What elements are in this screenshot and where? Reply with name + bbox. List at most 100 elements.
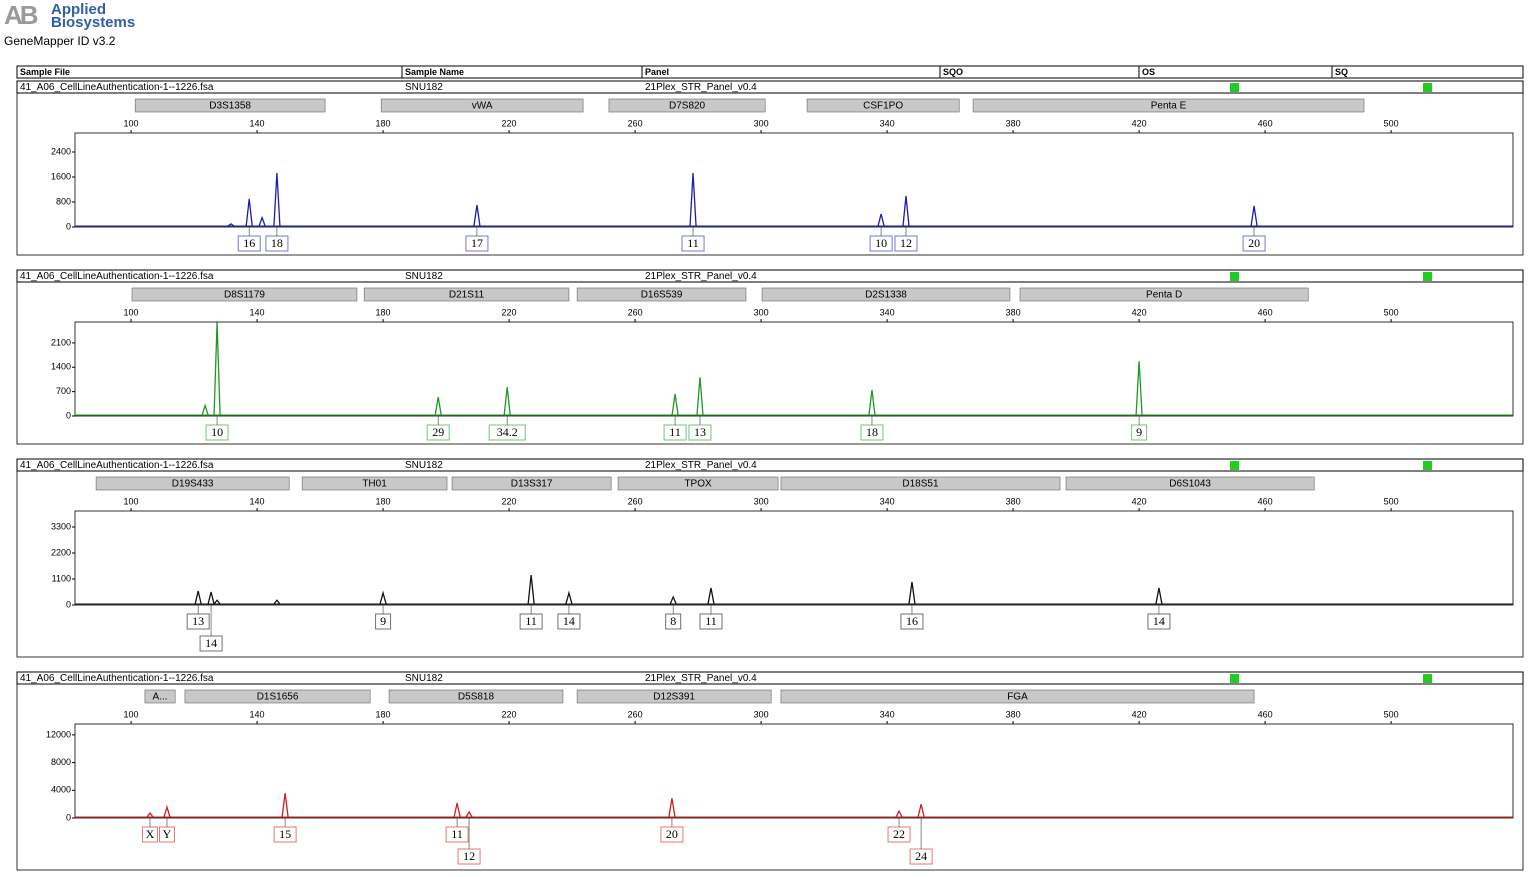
sample-cell: 41_A06_CellLineAuthentication-1--1226.fs…: [20, 460, 214, 471]
x-tick-label: 500: [1384, 709, 1399, 719]
allele-label: 11: [705, 614, 717, 628]
allele-label: 29: [432, 425, 444, 439]
y-tick-label: 2200: [51, 547, 71, 557]
peak: [1250, 205, 1258, 227]
status-flag: [1423, 83, 1432, 92]
peak: [273, 599, 281, 605]
sample-cell: SNU182: [405, 82, 443, 93]
plot-area: [74, 510, 1514, 606]
x-tick-label: 460: [1258, 307, 1273, 317]
marker-bin: [380, 98, 584, 113]
marker-bin: [131, 287, 358, 302]
x-tick-label: 380: [1006, 307, 1021, 317]
allele-label: 14: [205, 636, 217, 650]
allele-label: 15: [279, 827, 291, 841]
x-tick-label: 500: [1384, 496, 1399, 506]
sample-row: [16, 80, 1524, 94]
x-tick-label: 420: [1132, 496, 1147, 506]
x-tick-label: 180: [376, 496, 391, 506]
allele-box: [900, 613, 924, 630]
x-tick-label: 460: [1258, 709, 1273, 719]
marker-name: CSF1PO: [863, 101, 903, 112]
allele-box: [887, 826, 911, 843]
column-title: Panel: [645, 67, 669, 77]
status-flag: [1230, 83, 1239, 92]
peak: [895, 809, 903, 818]
sample-cell: 21Plex_STR_Panel_v0.4: [645, 82, 757, 93]
peak: [669, 595, 677, 605]
allele-box: [158, 826, 175, 843]
y-tick-label: 0: [66, 599, 71, 609]
x-tick-label: 460: [1258, 118, 1273, 128]
marker-bin: [301, 476, 448, 491]
allele-box: [660, 826, 684, 843]
marker-bin: [1065, 476, 1315, 491]
marker-bin: [184, 689, 371, 704]
allele-box: [894, 235, 918, 252]
allele-label: 34.2: [497, 425, 518, 439]
column-header: [16, 65, 1524, 79]
allele-label: 14: [563, 614, 575, 628]
marker-bin: [617, 476, 779, 491]
y-tick-label: 8000: [51, 757, 71, 767]
peak: [868, 390, 876, 416]
peak: [258, 215, 266, 227]
allele-box: [519, 613, 543, 630]
column-title: Sample File: [20, 67, 70, 77]
x-tick-label: 460: [1258, 496, 1273, 506]
plot-area: [74, 723, 1514, 819]
allele-label: 17: [471, 236, 483, 250]
x-tick-label: 340: [880, 307, 895, 317]
x-tick-label: 100: [124, 496, 139, 506]
allele-label: 10: [875, 236, 887, 250]
allele-box: [488, 424, 526, 441]
sample-cell: 21Plex_STR_Panel_v0.4: [645, 271, 757, 282]
peak: [163, 804, 171, 818]
allele-label: 12: [900, 236, 912, 250]
allele-box: [688, 424, 712, 441]
marker-bin: [608, 98, 766, 113]
sample-row: [16, 671, 1524, 685]
peak: [668, 798, 676, 818]
x-tick-label: 140: [250, 709, 265, 719]
peak: [908, 581, 916, 605]
allele-label: 11: [687, 236, 699, 250]
marker-name: Penta D: [1146, 290, 1182, 301]
x-tick-label: 100: [124, 118, 139, 128]
peak: [213, 599, 221, 605]
allele-label: Y: [163, 827, 172, 841]
marker-name: FGA: [1007, 692, 1028, 703]
allele-label: 8: [670, 614, 676, 628]
y-tick-label: 1600: [51, 171, 71, 181]
column-title: SQO: [943, 67, 963, 77]
column-title: Sample Name: [405, 67, 464, 77]
x-tick-label: 300: [754, 496, 769, 506]
allele-label: 11: [525, 614, 537, 628]
sample-cell: SNU182: [405, 271, 443, 282]
sample-row: [16, 269, 1524, 283]
marker-name: D21S11: [449, 290, 485, 301]
x-tick-label: 380: [1006, 709, 1021, 719]
allele-box: [909, 848, 933, 865]
sample-cell: 21Plex_STR_Panel_v0.4: [645, 673, 757, 684]
allele-box: [665, 613, 682, 630]
marker-name: D3S1358: [209, 101, 251, 112]
peak: [696, 377, 704, 416]
allele-label: 9: [380, 614, 386, 628]
allele-label: 10: [211, 425, 223, 439]
peak: [503, 387, 511, 416]
allele-label: 12: [463, 849, 475, 863]
y-tick-label: 2400: [51, 146, 71, 156]
allele-box: [273, 826, 297, 843]
marker-name: vWA: [472, 101, 493, 112]
app-name: GeneMapper ID v3.2: [4, 34, 116, 48]
x-tick-label: 180: [376, 118, 391, 128]
marker-name: TH01: [362, 479, 387, 490]
y-tick-label: 0: [66, 812, 71, 822]
x-tick-label: 260: [628, 118, 643, 128]
marker-name: D6S1043: [1169, 479, 1211, 490]
peak: [473, 204, 481, 227]
x-tick-label: 100: [124, 307, 139, 317]
marker-name: D13S317: [511, 479, 553, 490]
